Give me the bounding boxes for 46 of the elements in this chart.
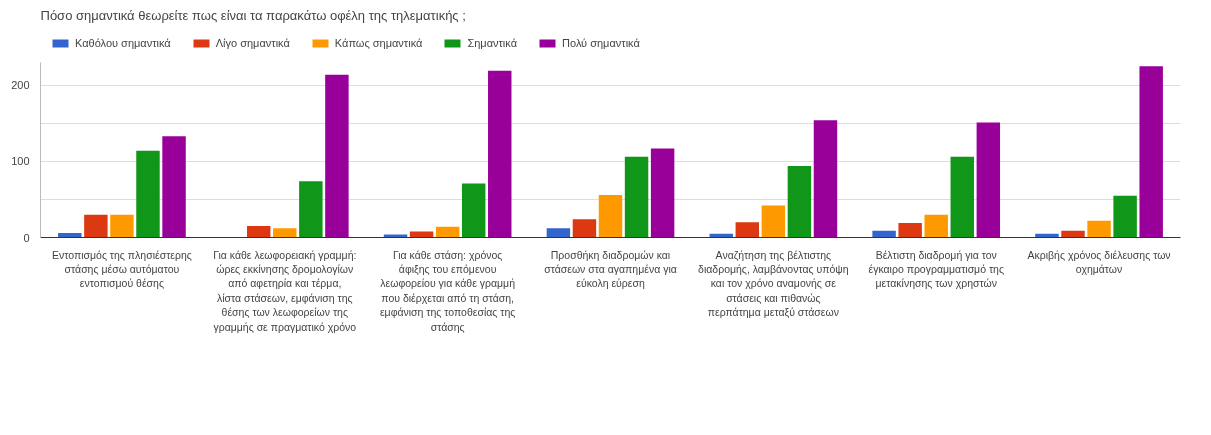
bar	[1113, 195, 1137, 238]
bar	[735, 222, 760, 238]
bar	[84, 214, 108, 238]
bar	[247, 226, 271, 238]
x-tick-label: Προσθήκη διαδρομών και στάσεων στα αγαπημένα για εύκολη εύρεση	[544, 248, 677, 290]
bar	[898, 223, 922, 238]
bar	[1139, 66, 1163, 238]
x-tick-label: Αναζήτηση της βέλτιστης διαδρομής, λαμβάνοντας υπόψη και τον χρόνο αναμονής σε στάσεις και πιθανώς περπάτημα μεταξύ στάσεων	[698, 248, 849, 319]
bar	[546, 228, 571, 238]
bar	[624, 156, 649, 238]
y-tick-label: 200	[11, 79, 30, 92]
bar	[409, 231, 434, 238]
x-tick-label: Εντοπισμός της πλησιέστερης στάσης μέσω αυτόματου εντοπισμού θέσης	[52, 248, 192, 290]
legend-label: Καθόλου σημαντικά	[75, 37, 171, 49]
legend-label: Λίγο σημαντικά	[215, 37, 290, 49]
x-tick-label: Βέλτιστη διαδρομή για τον έγκαιρο προγραμματισμό της μετακίνησης των χρηστών	[868, 248, 1004, 290]
legend-label: Πολύ σημαντικά	[562, 37, 640, 49]
bar	[273, 228, 297, 238]
bar	[598, 194, 623, 238]
bar	[435, 226, 460, 238]
bar	[58, 232, 82, 238]
legend-label: Σημαντικά	[467, 37, 518, 49]
bar	[136, 150, 160, 238]
bar	[572, 219, 597, 238]
bar	[383, 234, 408, 238]
bar	[761, 205, 786, 238]
bar	[299, 181, 323, 238]
x-tick-label: Για κάθε λεωφορειακή γραμμή: ώρες εκκίνησης δρομολογίων από αφετηρία και τέρμα, λίστα στάσεων, εμφάνιση της θέσης των λεωφορείων της γραμμής σε πραγματικό χρόνο	[213, 248, 357, 333]
bar	[787, 165, 812, 238]
bar	[813, 120, 838, 238]
y-tick-label: 0	[23, 231, 30, 244]
legend-label: Κάπως σημαντικά	[334, 37, 423, 49]
bar	[1087, 220, 1111, 238]
bar	[110, 214, 134, 238]
bar	[924, 214, 948, 238]
chart-title: Πόσο σημαντικά θεωρείτε πως είναι τα παρακάτω οφέλη της τηλεματικής ;	[40, 7, 466, 23]
x-tick-label: Ακριβής χρόνος διέλευσης των οχημάτων	[1027, 248, 1171, 275]
bar	[461, 183, 486, 238]
bar	[162, 136, 186, 238]
bar	[950, 156, 974, 238]
bar	[488, 70, 512, 238]
bar	[976, 122, 1001, 238]
y-tick-label: 100	[11, 155, 30, 168]
bar	[650, 148, 675, 238]
x-tick-label: Για κάθε στάση: χρόνος άφιξης του επόμενου λεωφορείου για κάθε γραμμή που διέρχεται από τη στάση, εμφάνιση της τοποθεσίας της στάσης	[379, 248, 516, 333]
bar	[325, 74, 349, 238]
